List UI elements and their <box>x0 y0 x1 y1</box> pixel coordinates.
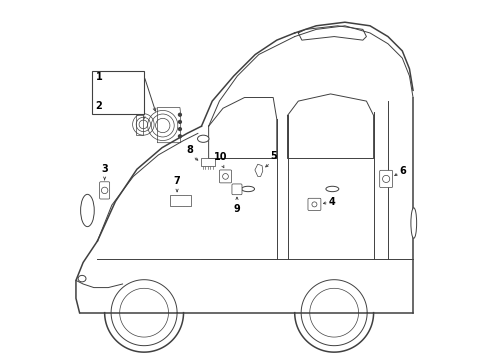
Text: 2: 2 <box>96 102 102 112</box>
FancyBboxPatch shape <box>201 158 215 166</box>
Circle shape <box>178 135 181 138</box>
Circle shape <box>178 121 181 123</box>
Ellipse shape <box>197 135 208 142</box>
Text: 7: 7 <box>173 176 180 186</box>
FancyBboxPatch shape <box>379 170 392 188</box>
Ellipse shape <box>78 275 86 282</box>
Text: 3: 3 <box>101 164 108 174</box>
FancyBboxPatch shape <box>231 184 242 195</box>
Circle shape <box>178 113 181 116</box>
Text: 9: 9 <box>233 204 240 214</box>
FancyBboxPatch shape <box>169 195 190 206</box>
Text: 5: 5 <box>269 150 276 161</box>
FancyBboxPatch shape <box>307 198 320 211</box>
Ellipse shape <box>81 194 94 226</box>
Text: 8: 8 <box>186 144 193 154</box>
FancyBboxPatch shape <box>219 170 231 183</box>
Text: 6: 6 <box>399 166 406 176</box>
Text: 4: 4 <box>327 197 334 207</box>
FancyBboxPatch shape <box>136 116 143 135</box>
FancyBboxPatch shape <box>100 182 109 199</box>
Ellipse shape <box>325 186 338 192</box>
Ellipse shape <box>241 186 254 192</box>
Ellipse shape <box>410 208 416 238</box>
Circle shape <box>178 128 181 131</box>
Text: 1: 1 <box>96 72 102 82</box>
Text: 10: 10 <box>213 152 227 162</box>
FancyBboxPatch shape <box>92 71 144 114</box>
